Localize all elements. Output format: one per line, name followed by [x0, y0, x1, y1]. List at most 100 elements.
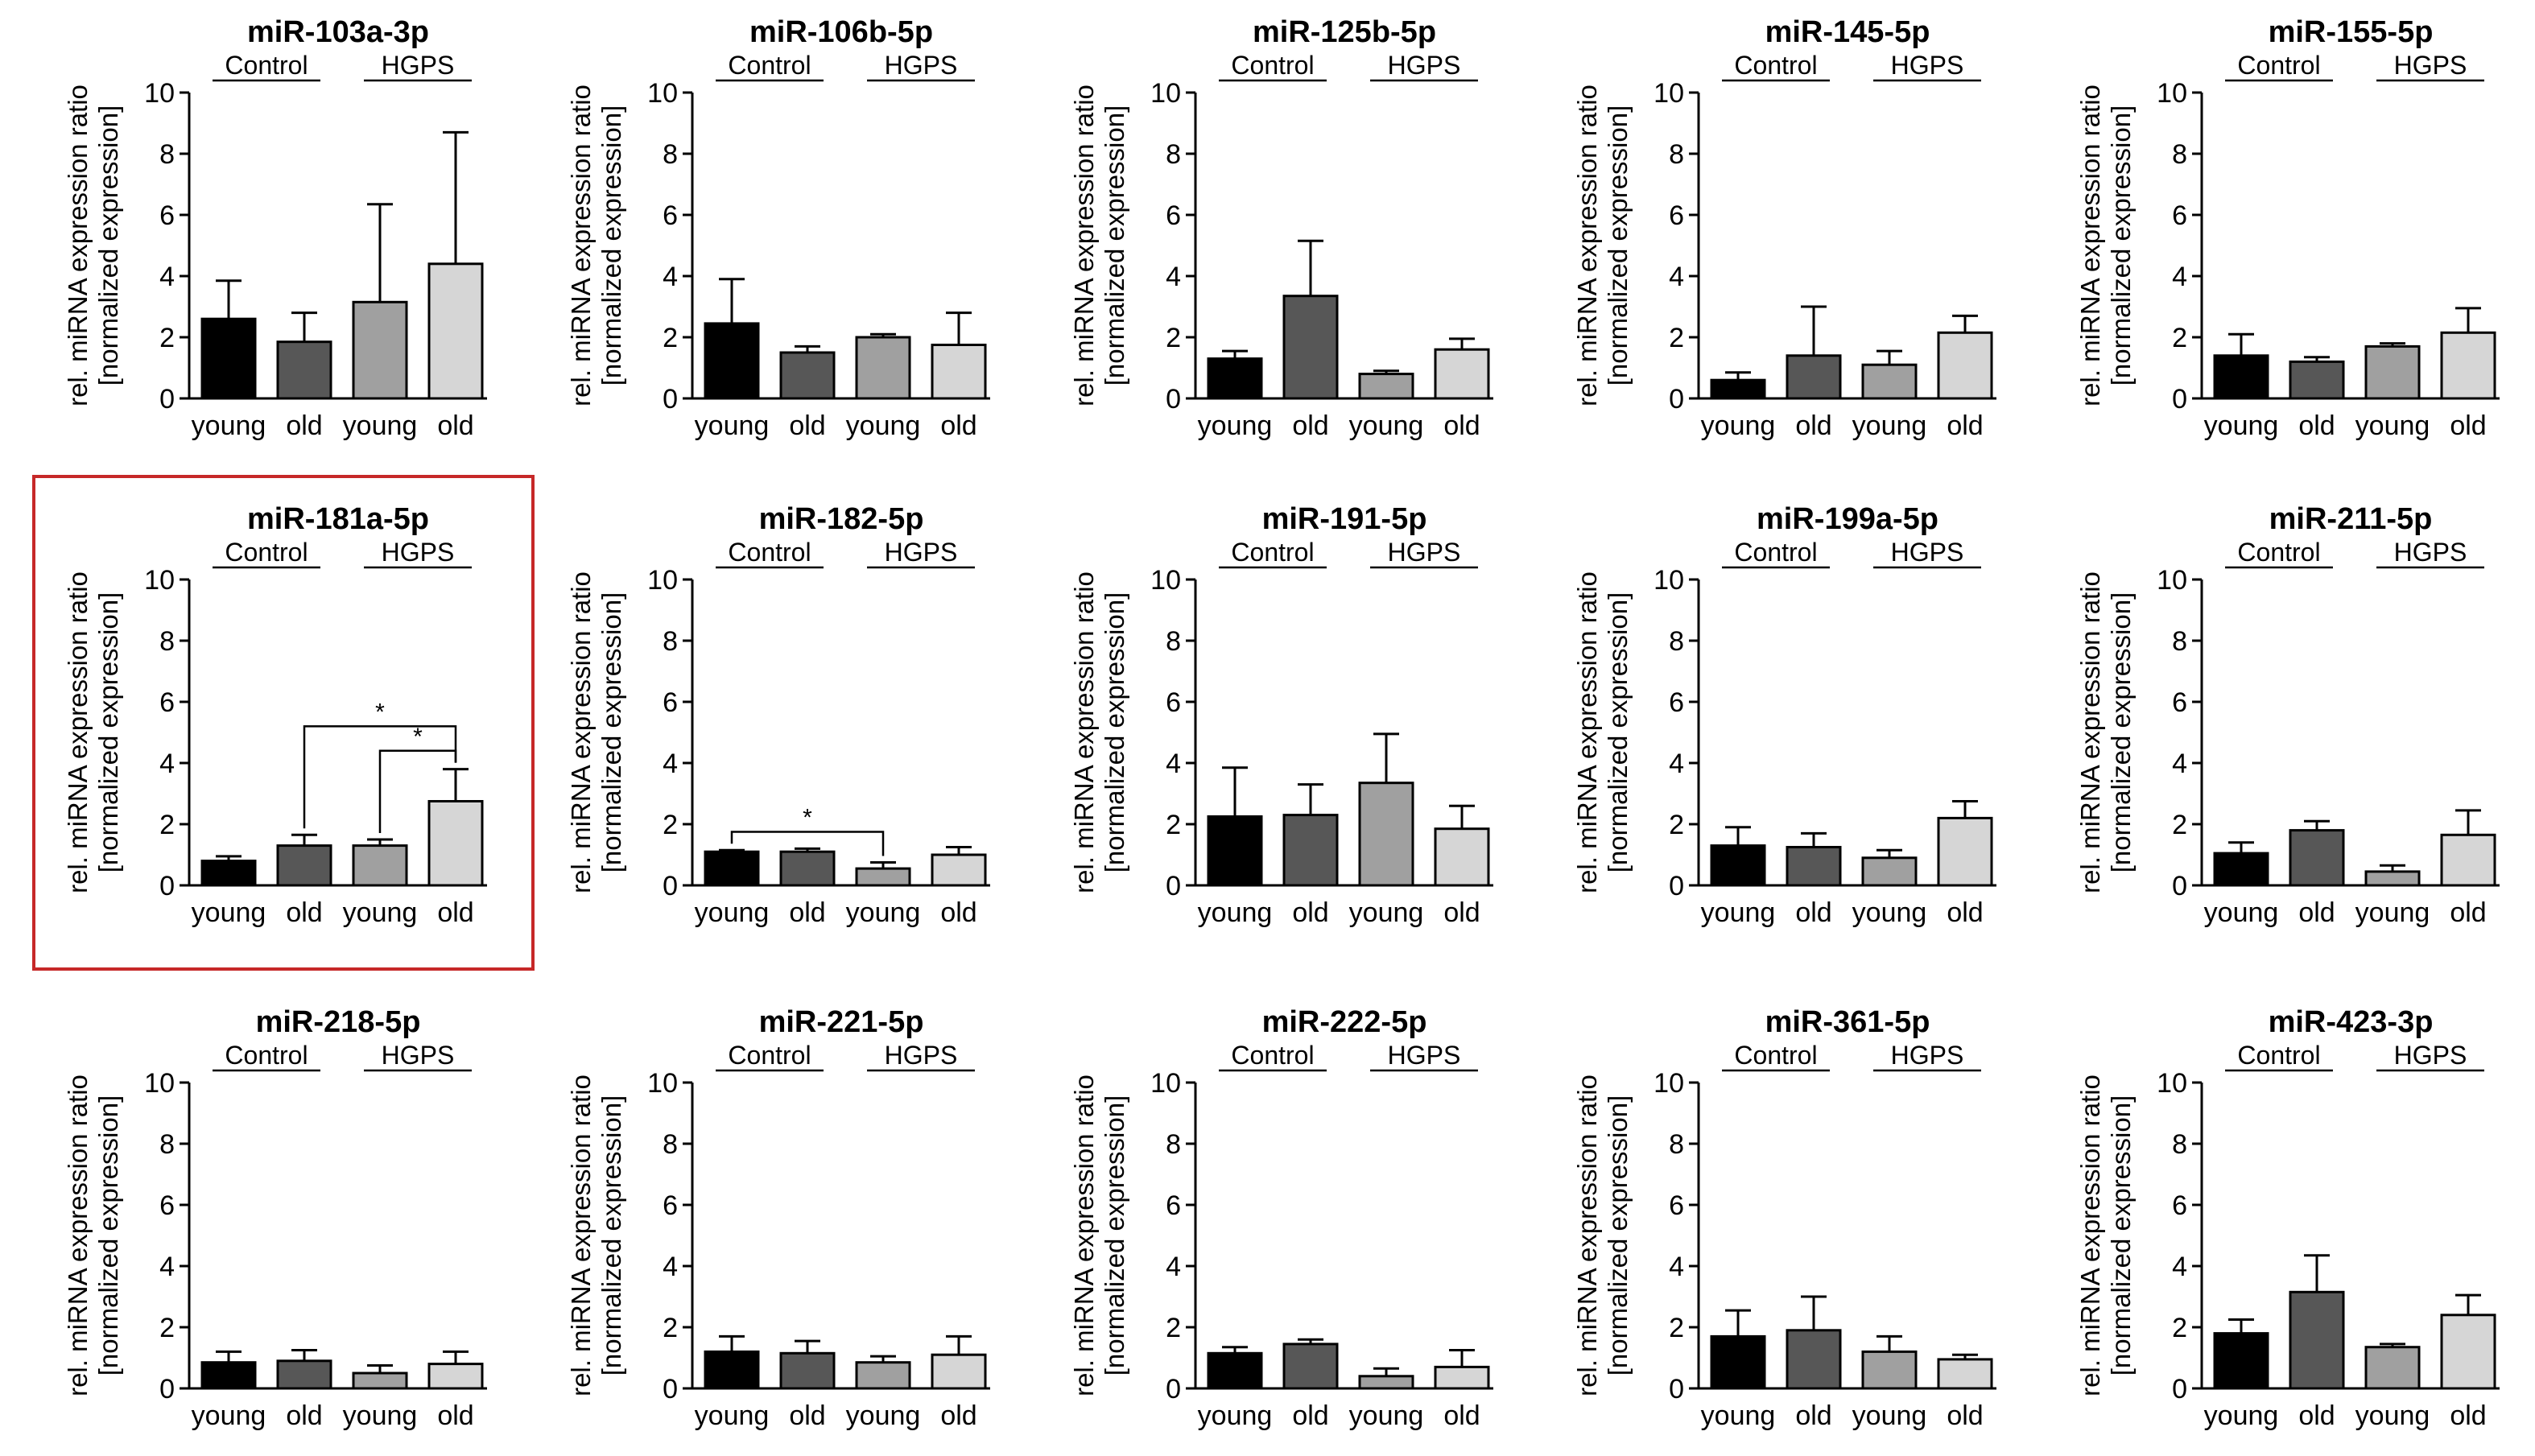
bar — [931, 853, 987, 887]
y-axis-label-line2: [normalized expression] — [1100, 1095, 1129, 1376]
x-tick-label: old — [1947, 410, 1983, 441]
bar — [276, 844, 332, 887]
x-tick-label: young — [2355, 1400, 2430, 1431]
x-tick-label: young — [1198, 410, 1273, 441]
y-axis-label: rel. miRNA expression ratio[normalized e… — [1069, 571, 1129, 893]
chart-title: miR-222-5p — [1262, 1005, 1427, 1039]
bar — [1861, 856, 1918, 887]
bar — [200, 1361, 257, 1390]
x-tick-label: young — [846, 410, 921, 441]
bar — [276, 340, 332, 400]
group-label: Control — [225, 1041, 308, 1070]
group-label: HGPS — [885, 1041, 958, 1070]
bar — [352, 1371, 408, 1390]
y-axis-label-line2: [normalized expression] — [93, 105, 123, 386]
y-tick-label: 2 — [159, 810, 175, 840]
x-tick-label: young — [1852, 410, 1927, 441]
x-tick-label: young — [1349, 897, 1424, 928]
x-tick-label: old — [1292, 897, 1328, 928]
y-tick-label: 2 — [2172, 323, 2187, 353]
x-tick-label: old — [1443, 1400, 1480, 1431]
bar — [704, 1350, 760, 1390]
y-tick-label: 0 — [159, 871, 175, 901]
y-axis-label: rel. miRNA expression ratio[normalized e… — [2075, 571, 2136, 893]
y-tick-label: 4 — [1669, 749, 1684, 779]
y-axis-label-line2: [normalized expression] — [93, 1095, 123, 1376]
y-tick-label: 0 — [1166, 871, 1181, 901]
bar — [1861, 1350, 1918, 1390]
y-tick-label: 6 — [2172, 687, 2187, 718]
y-tick-label: 4 — [159, 262, 175, 292]
y-tick-label: 2 — [663, 810, 678, 840]
x-tick-label: old — [2298, 897, 2335, 928]
bar — [779, 850, 836, 887]
x-tick-label: young — [695, 897, 770, 928]
chart-title: miR-423-3p — [2269, 1005, 2434, 1039]
y-tick-label: 0 — [2172, 1374, 2187, 1404]
chart-panel: miR-145-5p rel. miRNA expression ratio[no… — [1572, 15, 1996, 441]
x-tick-label: young — [1349, 410, 1424, 441]
bar — [200, 860, 257, 887]
y-tick-label: 2 — [1166, 810, 1181, 840]
group-label: HGPS — [2394, 1041, 2467, 1070]
chart-title: miR-103a-3p — [247, 15, 429, 49]
y-tick-label: 2 — [2172, 810, 2187, 840]
bar — [427, 262, 484, 400]
group-label: Control — [1734, 51, 1817, 80]
y-tick-label: 4 — [159, 1252, 175, 1282]
y-tick-label: 6 — [1166, 1190, 1181, 1221]
chart-panel: miR-423-3p rel. miRNA expression ratio[no… — [2075, 1005, 2500, 1431]
bar — [704, 850, 760, 887]
group-label: Control — [2237, 51, 2320, 80]
chart-panel: miR-211-5p rel. miRNA expression ratio[no… — [2075, 502, 2500, 928]
x-tick-label: young — [2204, 1400, 2279, 1431]
y-tick-label: 4 — [663, 262, 678, 292]
y-tick-label: 8 — [1166, 626, 1181, 657]
y-axis-label-line1: rel. miRNA expression ratio — [2075, 571, 2105, 893]
chart-title: miR-211-5p — [2269, 502, 2433, 536]
bar — [2213, 354, 2269, 400]
x-tick-label: old — [1947, 1400, 1983, 1431]
group-label: Control — [2237, 538, 2320, 567]
x-tick-label: young — [1852, 897, 1927, 928]
y-axis-label-line2: [normalized expression] — [2106, 105, 2136, 386]
y-tick-label: 0 — [159, 384, 175, 415]
x-tick-label: old — [1443, 410, 1480, 441]
y-axis-label-line1: rel. miRNA expression ratio — [1069, 85, 1099, 406]
x-tick-label: young — [695, 1400, 770, 1431]
y-tick-label: 6 — [663, 1190, 678, 1221]
y-tick-label: 8 — [2172, 626, 2187, 657]
x-tick-label: young — [1701, 1400, 1776, 1431]
chart-panel: miR-191-5p rel. miRNA expression ratio[no… — [1069, 502, 1493, 928]
y-axis-label-line2: [normalized expression] — [597, 592, 626, 873]
y-tick-label: 8 — [1669, 1129, 1684, 1160]
bar — [427, 1363, 484, 1390]
x-tick-label: young — [846, 1400, 921, 1431]
y-tick-label: 0 — [663, 1374, 678, 1404]
y-tick-label: 2 — [159, 1313, 175, 1343]
y-tick-label: 8 — [2172, 1129, 2187, 1160]
significance-bracket — [303, 725, 457, 829]
x-tick-label: old — [1443, 897, 1480, 928]
y-tick-label: 4 — [1166, 262, 1181, 292]
y-tick-label: 2 — [1669, 810, 1684, 840]
chart-panel: miR-361-5p rel. miRNA expression ratio[no… — [1572, 1005, 1996, 1431]
x-tick-label: young — [192, 410, 266, 441]
bar — [1282, 1343, 1339, 1390]
y-tick-label: 8 — [1669, 626, 1684, 657]
y-tick-label: 10 — [2157, 1068, 2187, 1099]
group-label: HGPS — [1891, 51, 1964, 80]
bar — [2364, 1346, 2421, 1390]
y-axis-label-line1: rel. miRNA expression ratio — [566, 85, 596, 406]
y-axis-label-line2: [normalized expression] — [1100, 592, 1129, 873]
chart-panel: miR-181a-5p rel. miRNA expression ratio[n… — [32, 475, 535, 971]
y-tick-label: 10 — [1150, 1068, 1181, 1099]
y-tick-label: 8 — [2172, 139, 2187, 170]
y-tick-label: 2 — [663, 1313, 678, 1343]
group-label: Control — [225, 51, 308, 80]
bar — [1282, 814, 1339, 887]
y-tick-label: 2 — [159, 323, 175, 353]
x-tick-label: old — [2450, 410, 2486, 441]
x-tick-label: young — [343, 410, 418, 441]
y-tick-label: 0 — [1166, 1374, 1181, 1404]
